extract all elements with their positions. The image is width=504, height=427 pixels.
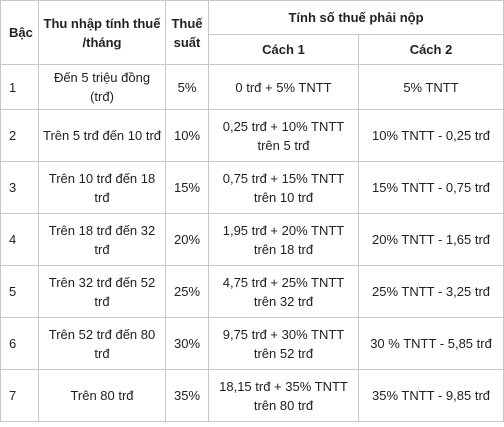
table-cell: 25%: [165, 265, 209, 318]
table-cell: Đến 5 triệu đồng (trđ): [38, 64, 166, 110]
table-cell: Trên 52 trđ đến 80 trđ: [38, 317, 166, 370]
table-cell: 35% TNTT - 9,85 trđ: [357, 369, 504, 422]
table-cell: 10%: [165, 109, 209, 162]
table-cell: 2: [0, 109, 39, 162]
table-row: 6 Trên 52 trđ đến 80 trđ 30% 9,75 trđ + 30%…: [0, 317, 504, 370]
table-cell: 5% TNTT: [357, 64, 504, 110]
table-row: 4 Trên 18 trđ đến 32 trđ 20% 1,95 trđ + 20%…: [0, 213, 504, 266]
header-cell: Thu nhập tính thuế /tháng: [38, 0, 166, 65]
table-cell: 0,25 trđ + 10% TNTT trên 5 trđ: [208, 109, 359, 162]
table-cell: Trên 5 trđ đến 10 trđ: [38, 109, 166, 162]
table-cell: 25% TNTT - 3,25 trđ: [357, 265, 504, 318]
table-cell: 4,75 trđ + 25% TNTT trên 32 trđ: [208, 265, 359, 318]
table-cell: 20% TNTT - 1,65 trđ: [357, 213, 504, 266]
table-cell: 10% TNTT - 0,25 trđ: [357, 109, 504, 162]
header-cell: Bậc: [0, 0, 39, 65]
table-body: 1 Đến 5 triệu đồng (trđ) 5% 0 trđ + 5% TNTT…: [0, 64, 504, 422]
header-cell: Cách 2: [357, 34, 504, 65]
table-cell: 5%: [165, 64, 209, 110]
table-cell: 4: [0, 213, 39, 266]
table-cell: 1,95 trđ + 20% TNTT trên 18 trđ: [208, 213, 359, 266]
table-cell: 15%: [165, 161, 209, 214]
header-cell: Tính số thuế phải nộp: [207, 0, 504, 35]
table-row: 3 Trên 10 trđ đến 18 trđ 15% 0,75 trđ + 15%…: [0, 161, 504, 214]
table-cell: 0 trđ + 5% TNTT: [208, 64, 359, 110]
table-cell: 0,75 trđ + 15% TNTT trên 10 trđ: [208, 161, 359, 214]
header-cell: Cách 1: [208, 34, 359, 65]
table-cell: 35%: [165, 369, 209, 422]
table-row: 2 Trên 5 trđ đến 10 trđ 10% 0,25 trđ + 10% …: [0, 109, 504, 162]
table-cell: Trên 32 trđ đến 52 trđ: [38, 265, 166, 318]
table-row: 7 Trên 80 trđ 35% 18,15 trđ + 35% TNTT trên…: [0, 369, 504, 422]
table-row: 1 Đến 5 triệu đồng (trđ) 5% 0 trđ + 5% TNTT…: [0, 64, 504, 110]
table-cell: 9,75 trđ + 30% TNTT trên 52 trđ: [208, 317, 359, 370]
table-cell: 3: [0, 161, 39, 214]
table-row: 5 Trên 32 trđ đến 52 trđ 25% 4,75 trđ + 25%…: [0, 265, 504, 318]
table-cell: 7: [0, 369, 39, 422]
table-cell: 30%: [165, 317, 209, 370]
table-cell: Trên 18 trđ đến 32 trđ: [38, 213, 166, 266]
table-cell: 6: [0, 317, 39, 370]
table-cell: 1: [0, 64, 39, 110]
table-cell: 15% TNTT - 0,75 trđ: [357, 161, 504, 214]
table-cell: Trên 80 trđ: [38, 369, 166, 422]
table-cell: 30 % TNTT - 5,85 trđ: [357, 317, 504, 370]
table-cell: 18,15 trđ + 35% TNTT trên 80 trđ: [208, 369, 359, 422]
table-cell: Trên 10 trđ đến 18 trđ: [38, 161, 166, 214]
header-cell: Thuế suất: [165, 0, 209, 65]
table-cell: 5: [0, 265, 39, 318]
table-cell: 20%: [165, 213, 209, 266]
